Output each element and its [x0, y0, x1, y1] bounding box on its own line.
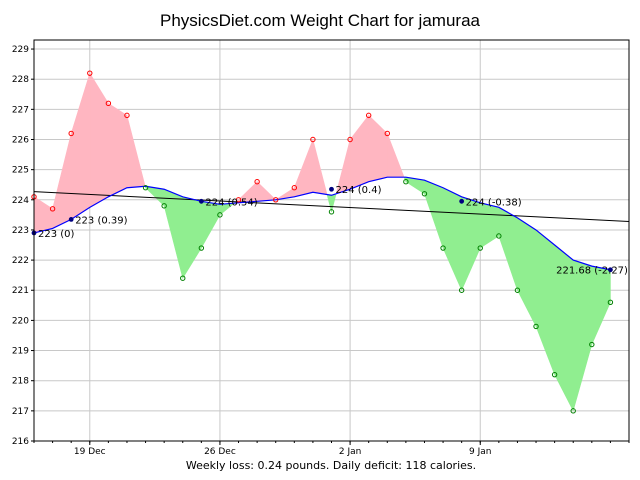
above-trend-area	[368, 114, 388, 183]
trend-line	[33, 176, 611, 271]
above-trend-area	[52, 133, 72, 229]
y-tick-label: 223	[12, 226, 29, 236]
x-tick-label: 2 Jan	[339, 447, 361, 457]
above-trend-area	[33, 196, 53, 234]
below-trend-area	[461, 196, 481, 291]
annotation-dot	[198, 198, 204, 204]
below-trend-area	[591, 265, 611, 345]
weight-marker-below	[161, 203, 167, 209]
weight-marker-above	[235, 197, 242, 203]
weight-marker-below	[217, 212, 223, 218]
weight-marker-below	[514, 287, 521, 293]
above-trend-area	[108, 102, 128, 198]
above-trend-area	[312, 139, 328, 195]
weight-marker-above	[347, 136, 353, 143]
weight-marker-below	[328, 209, 335, 215]
weight-marker-above	[49, 206, 56, 212]
weight-marker-above	[87, 70, 93, 76]
weight-marker-below	[421, 191, 428, 197]
below-trend-area	[163, 188, 184, 279]
weight-marker-above	[384, 130, 390, 137]
below-trend-area	[479, 202, 500, 249]
y-axis: 216 217 218 219 220 221 222 223 224 225 226 227 228 2…	[12, 45, 34, 447]
below-trend-area	[572, 259, 593, 411]
trend-annotations: 223 (0)223 (0.39) 224 (0.54) 224 (0.4) 224 …	[31, 185, 628, 277]
weight-marker-below	[589, 341, 595, 348]
y-tick-label: 216	[12, 437, 29, 447]
above-trend-area	[294, 139, 314, 198]
above-trend-area	[386, 133, 405, 178]
above-trend-area	[89, 72, 109, 208]
y-tick-label: 217	[12, 407, 29, 417]
above-trend-area	[70, 73, 91, 220]
x-axis: 19 Dec 26 Dec 2 Jan 9 Jan	[33, 441, 630, 457]
weight-marker-below	[551, 371, 558, 378]
weight-marker-below	[198, 245, 205, 251]
y-tick-label: 222	[12, 256, 29, 266]
x-tick-label: 26 Dec	[204, 447, 236, 457]
annotation-label: 221.68 (-2.27)	[556, 266, 628, 277]
x-tick-label: 9 Jan	[469, 447, 491, 457]
weight-marker-below	[142, 185, 149, 191]
annotation-label: 223 (0.39)	[75, 215, 127, 226]
chart-title: PhysicsDiet.com Weight Chart for jamuraa	[160, 11, 481, 30]
annotation-label: 224 (0.54)	[205, 197, 257, 208]
annotation-label: 224 (-0.38)	[466, 197, 522, 208]
annotation-dot	[68, 216, 74, 222]
weight-marker-above	[105, 100, 112, 107]
annotation-dot	[608, 267, 613, 273]
weight-marker-above	[273, 197, 279, 203]
y-tick-label: 229	[12, 45, 29, 55]
chart-footer: Weekly loss: 0.24 pounds. Daily deficit:…	[186, 459, 476, 472]
weight-marker-below	[180, 275, 186, 281]
below-trend-area	[517, 217, 537, 327]
y-tick-label: 226	[12, 135, 29, 145]
y-tick-label: 227	[12, 105, 29, 115]
below-trend-area	[498, 206, 518, 291]
y-tick-label: 219	[12, 347, 29, 357]
weight-marker-above	[310, 136, 316, 143]
y-tick-label: 225	[12, 166, 29, 176]
below-trend-area	[442, 187, 462, 291]
y-tick-label: 220	[12, 316, 29, 326]
weight-marker-above	[68, 130, 74, 137]
annotation-label: 224 (0.4)	[336, 185, 382, 196]
weight-marker-above	[365, 112, 372, 119]
trend-lines	[33, 176, 630, 271]
weight-marker-above	[291, 185, 298, 191]
weight-marker-below	[533, 323, 539, 330]
x-tick-label: 19 Dec	[74, 447, 106, 457]
weight-marker-below	[477, 245, 483, 251]
annotation-label: 223 (0)	[38, 229, 75, 240]
weight-marker-above	[254, 179, 260, 185]
below-trend-area	[424, 179, 444, 249]
weight-marker-below	[570, 408, 576, 414]
below-trend-area	[182, 196, 202, 280]
weight-marker-below	[496, 233, 502, 239]
above-trend-area	[256, 180, 277, 202]
above-trend-area	[349, 114, 369, 190]
y-tick-label: 224	[12, 196, 29, 206]
weight-marker-below	[440, 245, 446, 251]
trend-deviation-fills	[33, 72, 611, 411]
regression-line	[33, 191, 630, 223]
weight-marker-below	[458, 287, 465, 293]
weight-marker-above	[124, 112, 130, 119]
above-trend-area	[126, 115, 146, 189]
y-tick-label: 221	[12, 286, 29, 296]
weight-marker-below	[607, 299, 614, 306]
weight-marker-below	[403, 179, 409, 185]
below-trend-area	[331, 193, 337, 212]
below-trend-area	[535, 229, 555, 375]
annotation-dot	[459, 198, 465, 204]
annotation-dot	[329, 186, 334, 192]
y-tick-label: 218	[12, 377, 29, 387]
y-tick-label: 228	[12, 75, 29, 85]
